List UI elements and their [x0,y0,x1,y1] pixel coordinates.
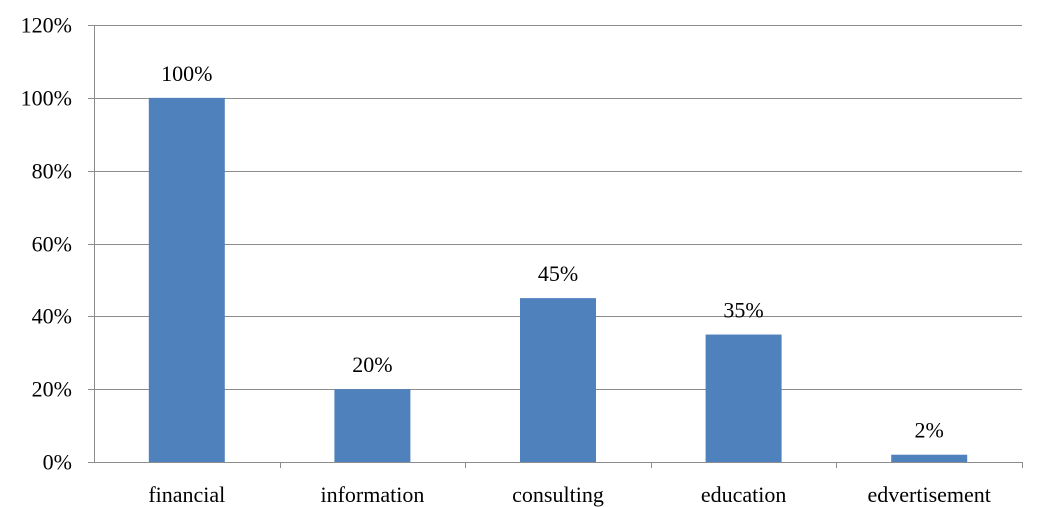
category-label-education: education [701,482,787,507]
bar-financial [148,97,225,462]
data-label-consulting: 45% [538,261,578,286]
labels: 0% 20% 40% 60% 80% 100% 120% 100% financial 20% in… [21,13,991,507]
bars [148,97,968,462]
data-label-financial: 100% [161,61,212,86]
y-tick-label: 60% [32,232,72,257]
category-label-information: information [320,482,424,507]
bar-education [705,334,782,462]
y-tick-label: 120% [21,13,72,38]
y-tick-label: 100% [21,86,72,111]
data-label-information: 20% [352,352,392,377]
axes [88,25,1023,468]
data-label-edvertisement: 2% [915,418,944,443]
bar-consulting [520,298,596,462]
y-tick-label: 0% [43,450,72,475]
category-label-consulting: consulting [512,482,604,507]
data-label-education: 35% [723,298,763,323]
y-tick-label: 20% [32,377,72,402]
bar-information [334,389,411,462]
bar-edvertisement [891,454,968,462]
category-label-financial: financial [148,482,225,507]
gridlines [94,25,1022,390]
category-label-edvertisement: edvertisement [867,482,990,507]
y-tick-label: 80% [32,159,72,184]
y-tick-label: 40% [32,304,72,329]
